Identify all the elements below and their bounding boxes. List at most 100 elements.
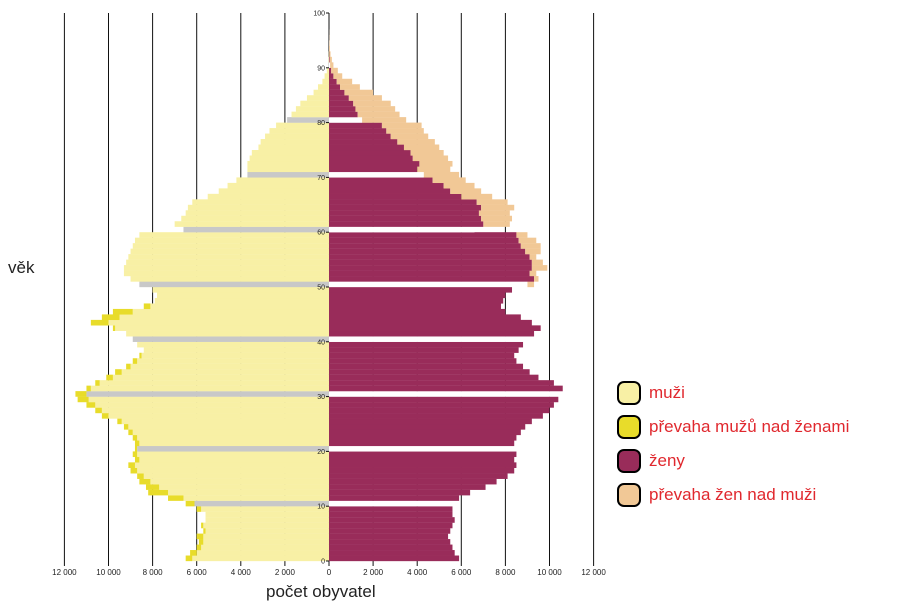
bar-women-age-17 [329,462,517,468]
bar-women-age-79 [329,122,382,129]
bar-men-age-47 [154,297,329,304]
bar-women-age-10 [329,500,455,507]
y-tick-label: 90 [317,65,325,72]
bar-men-age-28 [95,402,330,408]
bar-men-age-33 [112,374,329,381]
bar-men-age-27 [101,407,329,414]
tick-labels: 0 10 20 30 40 50 60 70 80 90 100 12 000 10 000 8 000 6… [52,11,606,578]
bar-men-excess-age-18 [134,456,140,463]
bar-men-excess-age-32 [95,380,100,386]
bar-men-excess-age-2 [196,544,202,551]
bar-men-excess-age-44 [101,314,120,321]
bar-men-age-85 [313,89,329,96]
bar-men-excess-age-35 [126,363,131,370]
bar-men-age-5 [205,528,329,534]
bar-men-age-83 [300,100,329,107]
bar-women-age-5 [329,528,451,534]
legend-swatch-zeny [617,449,641,473]
legend: muži převaha mužů nad ženami ženy převah… [617,376,849,512]
bar-men-age-6 [203,522,329,529]
bar-women-excess-age-82 [355,106,396,112]
bar-women-age-30 [329,391,561,397]
bar-men-excess-age-10 [185,500,195,507]
bar-women-age-87 [329,78,337,85]
bar-women-age-77 [329,133,391,140]
bar-women-age-9 [329,506,453,512]
bar-men-age-48 [157,292,329,299]
bar-women-age-12 [329,489,471,496]
x-tick-label: 4 000 [231,568,252,577]
bar-women-age-29 [329,396,559,403]
bar-men-age-22 [137,434,329,441]
x-axis-label: počet obyvatel [266,582,376,601]
bar-women-excess-age-92 [329,51,331,57]
x-tick-label: 10 000 [96,568,121,577]
y-tick-label: 40 [317,339,325,346]
bar-women-age-13 [329,484,486,490]
bar-women-age-57 [329,243,521,249]
bar-men-age-38 [143,347,329,353]
bar-men-excess-age-3 [198,539,204,545]
bar-women-excess-age-73 [412,155,449,162]
bar-men-age-70 [247,171,329,178]
bar-men-age-42 [115,325,330,331]
bar-women-excess-age-79 [381,122,422,129]
bar-men-age-45 [132,308,329,315]
bar-men-age-19 [137,451,329,458]
bar-men-age-36 [137,358,329,364]
bar-men-age-49 [152,287,329,293]
bar-men-age-86 [317,84,329,90]
bar-men-excess-age-15 [137,473,144,479]
bar-women-age-0 [329,555,460,562]
bar-men-age-10 [194,500,329,507]
bar-men-age-89 [326,67,329,74]
bar-men-age-51 [130,276,329,282]
x-tick-label: 2 000 [363,568,384,577]
bar-women-age-15 [329,473,508,479]
bar-women-excess-age-59 [516,232,528,238]
bar-men-age-4 [203,533,329,540]
bar-women-age-82 [329,106,356,112]
bar-women-age-6 [329,522,453,529]
bar-men-age-79 [276,122,329,129]
bar-men-age-31 [90,385,329,392]
bar-men-excess-age-0 [185,555,193,562]
bar-women-excess-age-81 [357,111,400,118]
bar-men-age-37 [141,352,329,359]
bar-women-age-84 [329,95,349,101]
bar-women-age-44 [329,314,521,321]
bar-men-age-41 [126,330,329,337]
bar-men-age-72 [247,160,329,167]
bar-men-age-8 [205,511,329,518]
x-tick-label: 8 000 [495,568,516,577]
bar-women-age-18 [329,456,515,463]
bar-men-age-62 [181,215,329,222]
bar-women-age-66 [329,193,462,200]
bar-women-excess-age-52 [529,270,537,277]
bar-men-excess-age-30 [75,391,87,397]
bar-women-age-1 [329,550,455,556]
bar-men-age-35 [130,363,329,370]
bar-men-age-13 [159,484,329,490]
bar-women-age-2 [329,544,453,551]
bar-men-excess-age-42 [112,325,116,331]
bar-women-age-48 [329,292,506,299]
bar-women-age-43 [329,319,532,326]
bar-men-age-80 [287,117,329,123]
bar-men-age-74 [251,150,329,156]
y-tick-label: 10 [317,504,325,511]
legend-label: převaha mužů nad ženami [649,417,850,436]
bar-women-age-39 [329,341,524,348]
x-tick-label: 12 000 [581,568,606,577]
bar-men-age-14 [150,478,329,485]
y-tick-label: 100 [313,11,325,18]
bar-women-age-3 [329,539,451,545]
bar-men-age-24 [128,424,329,430]
bar-men-excess-age-13 [145,484,160,490]
bar-women-age-42 [329,325,541,331]
bar-women-excess-age-71 [417,166,451,173]
bar-men-excess-age-4 [196,533,204,540]
bar-women-age-63 [329,210,479,216]
bar-women-age-23 [329,429,521,436]
bar-women-age-50 [329,281,528,288]
